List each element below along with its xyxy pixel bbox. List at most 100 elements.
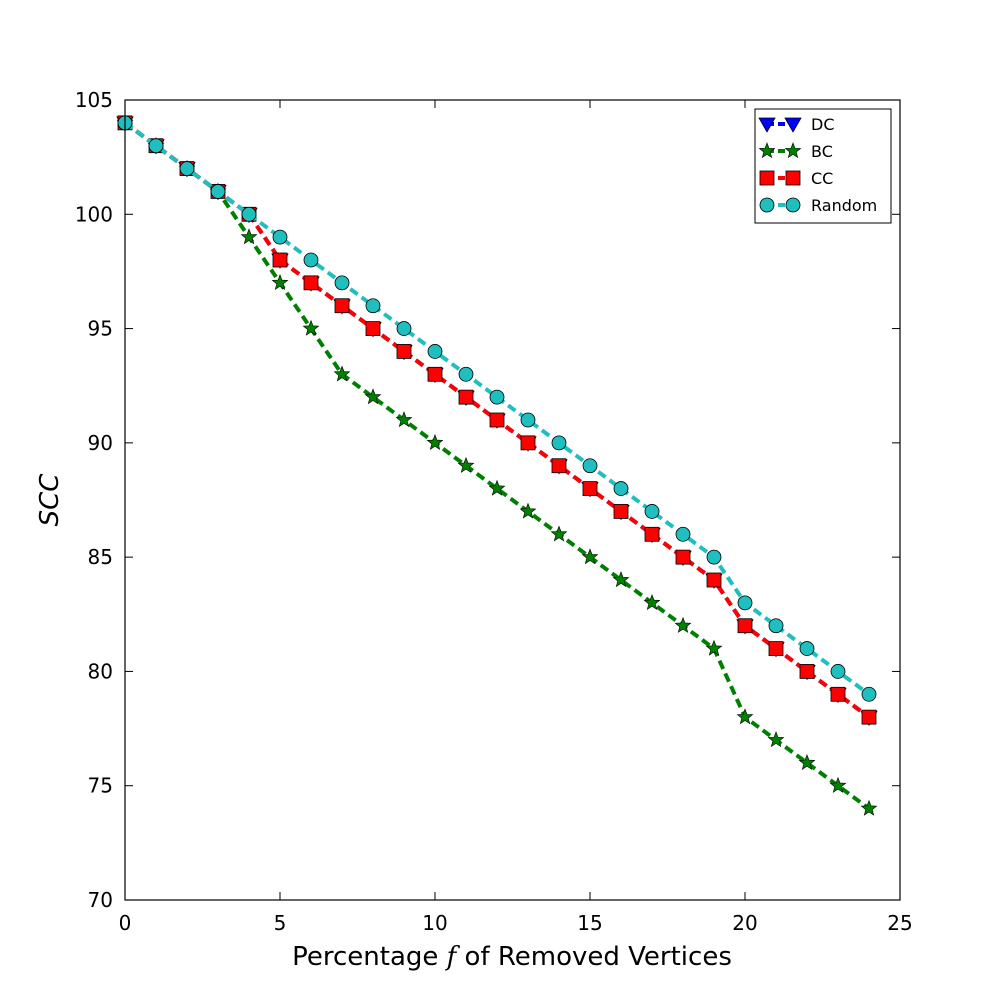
- data-point-bc: [519, 502, 537, 519]
- x-tick-label: 15: [577, 911, 602, 935]
- x-axis-label-prefix: Percentage: [292, 942, 438, 972]
- axes: 0 5 10 15 20 25 70 75 80 85 90 95 100 105: [75, 88, 913, 935]
- data-point-random: [644, 504, 660, 519]
- data-point-random: [241, 206, 257, 222]
- data-point-random: [613, 481, 629, 496]
- data-point-cc: [365, 321, 381, 336]
- data-point-cc: [489, 412, 505, 428]
- data-point-random: [365, 298, 381, 314]
- data-point-cc: [458, 389, 474, 405]
- legend-label: DC: [811, 115, 835, 134]
- data-point-cc: [861, 709, 877, 725]
- legend-entry-random: Random: [759, 196, 877, 215]
- data-point-random: [334, 275, 350, 291]
- data-point-bc: [364, 388, 382, 405]
- data-point-random: [396, 321, 412, 336]
- data-point-cc: [303, 275, 319, 291]
- y-tick-label: 105: [75, 88, 113, 112]
- data-point-bc: [612, 571, 630, 588]
- y-tick-label: 100: [75, 202, 113, 226]
- x-tick-label: 20: [732, 911, 757, 935]
- plot-frame: [124, 99, 901, 901]
- data-point-bc: [829, 776, 847, 793]
- legend: DC BC CC Random: [754, 108, 892, 224]
- x-tick-label: 5: [274, 911, 287, 935]
- data-point-bc: [581, 548, 599, 565]
- data-point-random: [861, 686, 877, 702]
- legend-entry-cc: CC: [759, 169, 833, 188]
- data-point-random: [799, 641, 815, 656]
- data-point-cc: [396, 344, 412, 359]
- data-point-random: [520, 412, 536, 428]
- data-point-cc: [675, 549, 691, 565]
- x-axis-label: Percentage f of Removed Vertices: [292, 942, 732, 972]
- data-point-cc: [706, 572, 722, 588]
- y-tick-label: 80: [88, 659, 113, 683]
- data-point-bc: [333, 365, 351, 382]
- y-tick-label: 70: [88, 888, 113, 912]
- data-point-cc: [830, 686, 846, 702]
- y-tick-label: 90: [88, 431, 113, 455]
- data-point-bc: [240, 228, 258, 245]
- series-random: [117, 115, 877, 702]
- legend-marker: [784, 142, 802, 159]
- data-point-cc: [613, 504, 629, 519]
- legend-marker: [759, 170, 775, 186]
- data-point-bc: [550, 525, 568, 542]
- y-tick-label: 75: [88, 774, 113, 798]
- legend-marker: [759, 197, 775, 213]
- data-point-random: [830, 664, 846, 679]
- data-point-bc: [271, 274, 289, 291]
- data-point-random: [737, 595, 753, 611]
- y-tick-label: 95: [88, 317, 113, 341]
- x-axis-label-suffix: of Removed Vertices: [465, 942, 732, 972]
- y-tick-label: 85: [88, 545, 113, 569]
- legend-marker: [758, 117, 776, 133]
- data-point-random: [458, 366, 474, 382]
- data-point-random: [148, 138, 164, 154]
- data-point-cc: [334, 298, 350, 314]
- x-tick-label: 25: [887, 911, 912, 935]
- x-axis-label-symbol: f: [445, 942, 461, 972]
- legend-box: [754, 108, 892, 224]
- x-tick-label: 0: [119, 911, 132, 935]
- data-point-random: [179, 161, 195, 176]
- data-point-bc: [674, 616, 692, 633]
- data-point-bc: [457, 456, 475, 473]
- data-point-cc: [427, 366, 443, 382]
- data-point-bc: [488, 479, 506, 496]
- data-point-bc: [860, 799, 878, 816]
- data-point-bc: [302, 319, 320, 336]
- data-point-cc: [582, 481, 598, 496]
- data-point-bc: [736, 708, 754, 725]
- data-point-random: [427, 344, 443, 359]
- legend-marker: [758, 142, 776, 159]
- data-point-bc: [705, 639, 723, 656]
- legend-entry-dc: DC: [758, 115, 835, 134]
- data-point-bc: [643, 594, 661, 611]
- data-point-random: [675, 526, 691, 542]
- legend-entry-bc: BC: [758, 142, 833, 161]
- data-point-cc: [644, 526, 660, 542]
- data-point-cc: [520, 435, 536, 451]
- legend-marker: [785, 170, 801, 186]
- data-point-random: [272, 229, 288, 245]
- data-point-cc: [799, 664, 815, 679]
- y-axis-label: SCC: [35, 473, 65, 527]
- legend-marker: [785, 197, 801, 213]
- data-point-cc: [272, 252, 288, 268]
- data-point-random: [489, 389, 505, 405]
- x-tick-label: 10: [422, 911, 447, 935]
- data-point-random: [706, 549, 722, 565]
- data-point-random: [551, 435, 567, 451]
- data-point-bc: [426, 434, 444, 451]
- data-point-random: [210, 184, 226, 199]
- data-point-cc: [551, 458, 567, 474]
- data-point-random: [303, 252, 319, 268]
- legend-label: Random: [811, 196, 877, 215]
- legend-label: CC: [811, 169, 833, 188]
- data-point-random: [768, 618, 784, 634]
- data-point-bc: [395, 411, 413, 428]
- legend-marker: [784, 117, 802, 133]
